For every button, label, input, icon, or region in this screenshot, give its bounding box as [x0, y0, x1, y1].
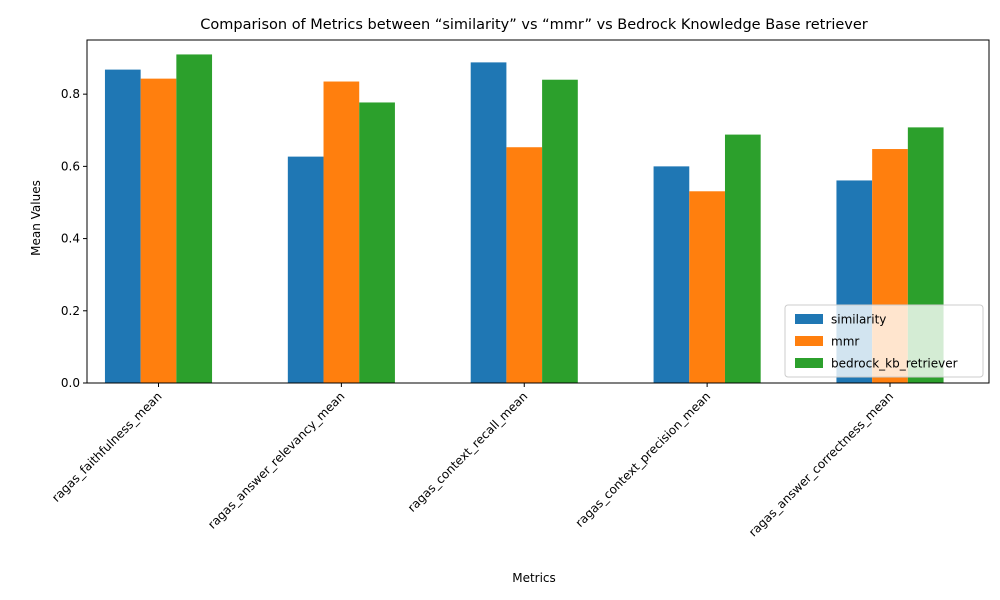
plot-frame	[86, 39, 990, 384]
legend-label-bedrock_kb_retriever: bedrock_kb_retriever	[831, 357, 958, 371]
bar-bedrock_kb_retriever-ragas_context_recall_mean	[542, 79, 578, 383]
bar-bedrock_kb_retriever-ragas_context_precision_mean	[724, 134, 761, 383]
bar-mmr-ragas_context_precision_mean	[689, 191, 725, 383]
legend-box	[784, 304, 984, 378]
chart-title: Comparison of Metrics between “similarit…	[200, 17, 868, 33]
y-tick-label: 0.0	[61, 376, 80, 390]
bar-mmr-ragas_answer_relevancy_mean	[323, 81, 360, 383]
bar-bedrock_kb_retriever-ragas_answer_relevancy_mean	[359, 102, 395, 384]
bar-similarity-ragas_context_precision_mean	[653, 166, 690, 383]
bar-similarity-ragas_answer_relevancy_mean	[287, 156, 324, 383]
y-tick-label: 0.6	[61, 159, 80, 173]
legend-label-similarity: similarity	[831, 313, 886, 327]
y-tick-label: 0.2	[61, 304, 80, 318]
bar-similarity-ragas_faithfulness_mean	[104, 69, 141, 383]
bar-similarity-ragas_context_recall_mean	[470, 62, 507, 384]
bar-mmr-ragas_faithfulness_mean	[140, 78, 177, 383]
y-tick-label: 0.4	[61, 232, 80, 246]
y-axis: 0.0 0.2 0.4 0.6 0.8	[61, 87, 87, 390]
y-axis-label: Mean Values	[29, 180, 43, 256]
bar-bedrock_kb_retriever-ragas_faithfulness_mean	[176, 54, 213, 383]
y-tick-label: 0.8	[61, 87, 80, 101]
legend-swatch-similarity	[795, 314, 823, 324]
x-axis-label: Metrics	[512, 571, 556, 585]
legend-swatch-bedrock_kb_retriever	[795, 358, 823, 368]
bar-mmr-ragas_context_recall_mean	[506, 147, 543, 383]
legend-swatch-mmr	[795, 336, 823, 346]
legend-label-mmr: mmr	[831, 335, 859, 349]
legend: similarity mmr bedrock_kb_retriever	[784, 304, 984, 378]
